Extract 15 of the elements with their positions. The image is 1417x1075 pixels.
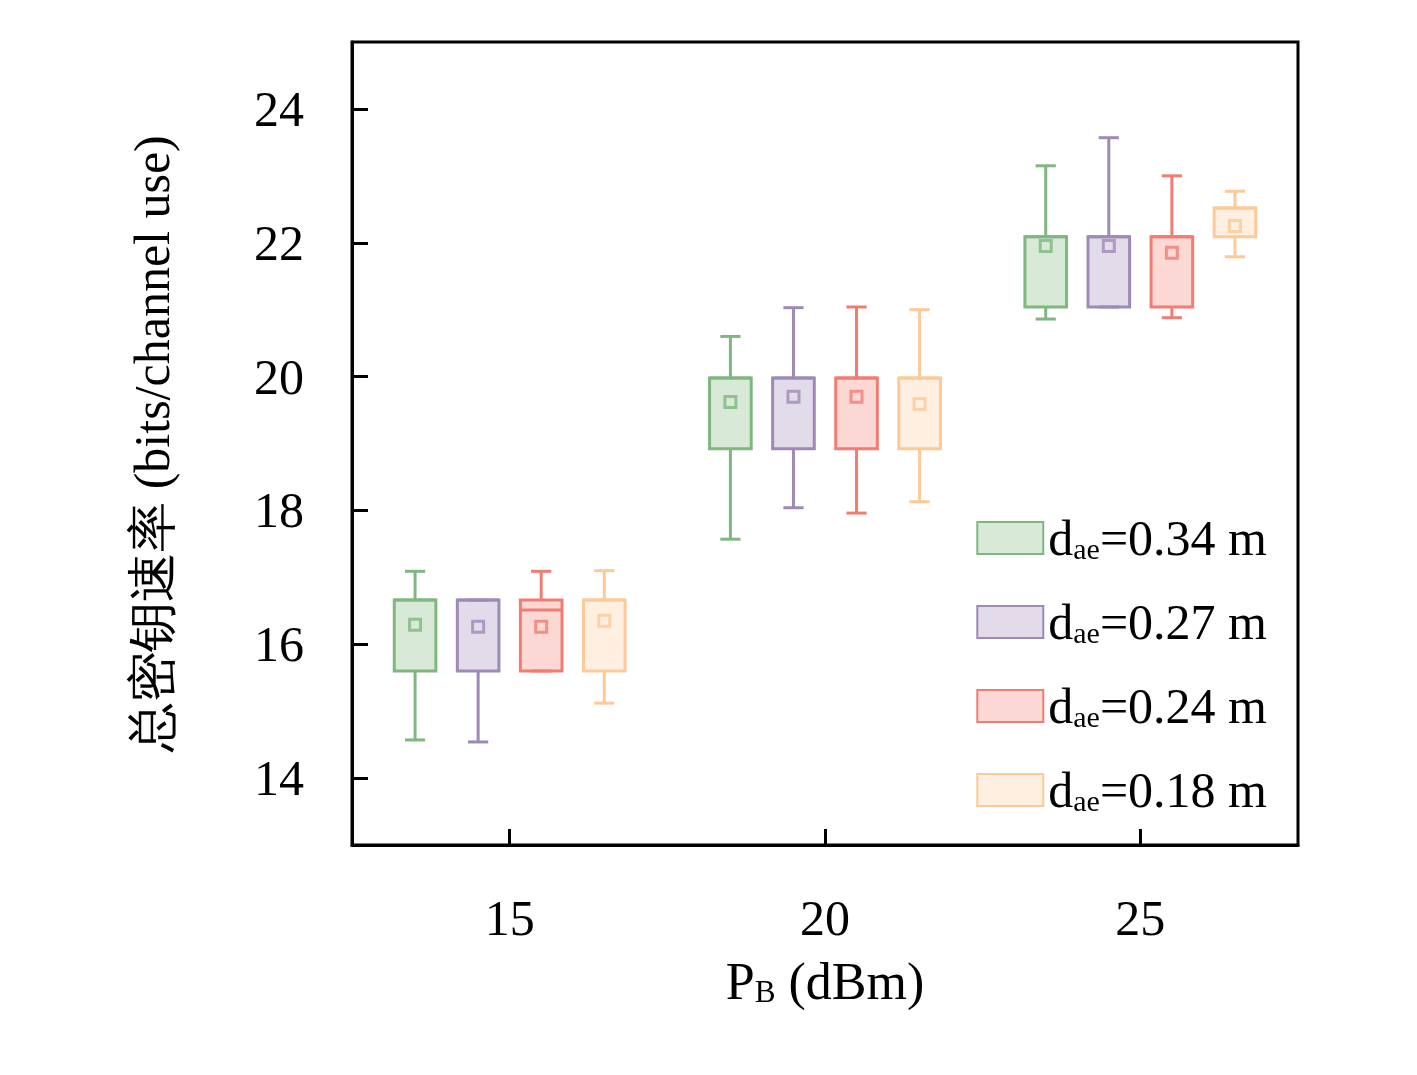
legend-label: dae=0.34 m (1048, 510, 1268, 566)
y-tick-label: 14 (254, 750, 304, 807)
y-tick-label: 22 (254, 214, 304, 271)
y-tick-label: 24 (254, 80, 304, 137)
y-tick-label: 18 (254, 482, 304, 539)
legend-label: dae=0.18 m (1048, 762, 1268, 818)
x-tick-label: 25 (1115, 890, 1166, 946)
y-tick-label: 16 (254, 616, 304, 673)
legend-label: dae=0.27 m (1048, 594, 1268, 650)
x-axis-title: PB (dBm) (725, 952, 925, 1011)
y-axis-title: 总密钥速率 (bits/channel use) (124, 135, 180, 753)
legend-label: dae=0.24 m (1048, 678, 1268, 734)
x-tick-label: 15 (484, 890, 535, 946)
y-tick-label: 20 (254, 348, 304, 405)
x-tick-label: 20 (800, 890, 850, 946)
